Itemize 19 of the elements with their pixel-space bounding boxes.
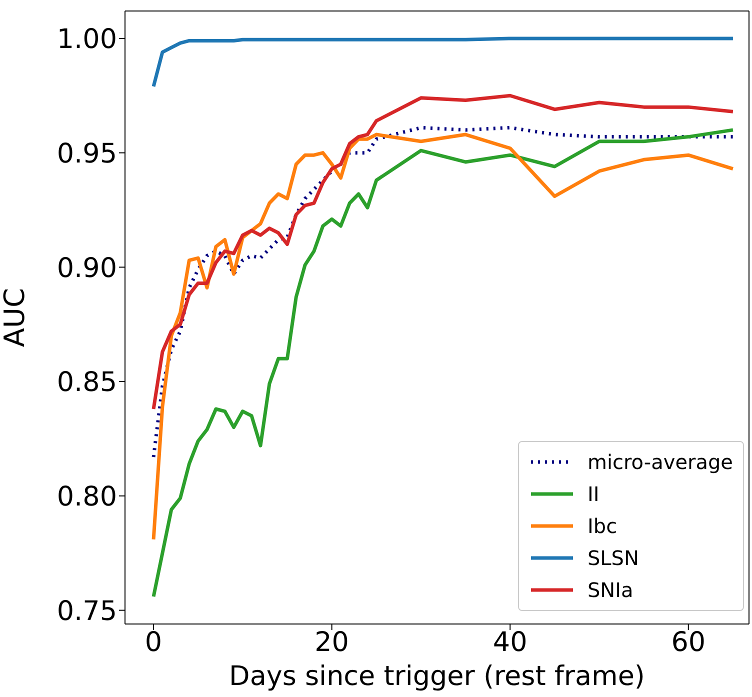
line-series	[152, 94, 735, 411]
y-axis-title: AUC	[0, 288, 31, 348]
x-axis-title: Days since trigger (rest frame)	[229, 661, 645, 692]
y-tick-label: 0.80	[56, 481, 117, 512]
legend-label: SNIa	[587, 578, 634, 602]
legend-label: II	[587, 482, 600, 506]
line-series	[152, 36, 735, 88]
legend-label: micro-average	[587, 450, 733, 474]
x-tick-label: 60	[671, 627, 706, 658]
y-tick-label: 1.00	[56, 24, 117, 56]
y-tick-label: 0.90	[56, 252, 117, 284]
x-tick-label: 40	[492, 627, 528, 658]
x-tick-label: 20	[314, 627, 349, 658]
y-tick-label: 0.75	[56, 596, 117, 627]
y-tick-label: 0.85	[56, 367, 117, 398]
legend-label: SLSN	[587, 546, 639, 570]
y-tick-label: 0.95	[56, 138, 117, 170]
legend-label: Ibc	[587, 514, 618, 538]
x-tick-label: 0	[144, 627, 162, 658]
